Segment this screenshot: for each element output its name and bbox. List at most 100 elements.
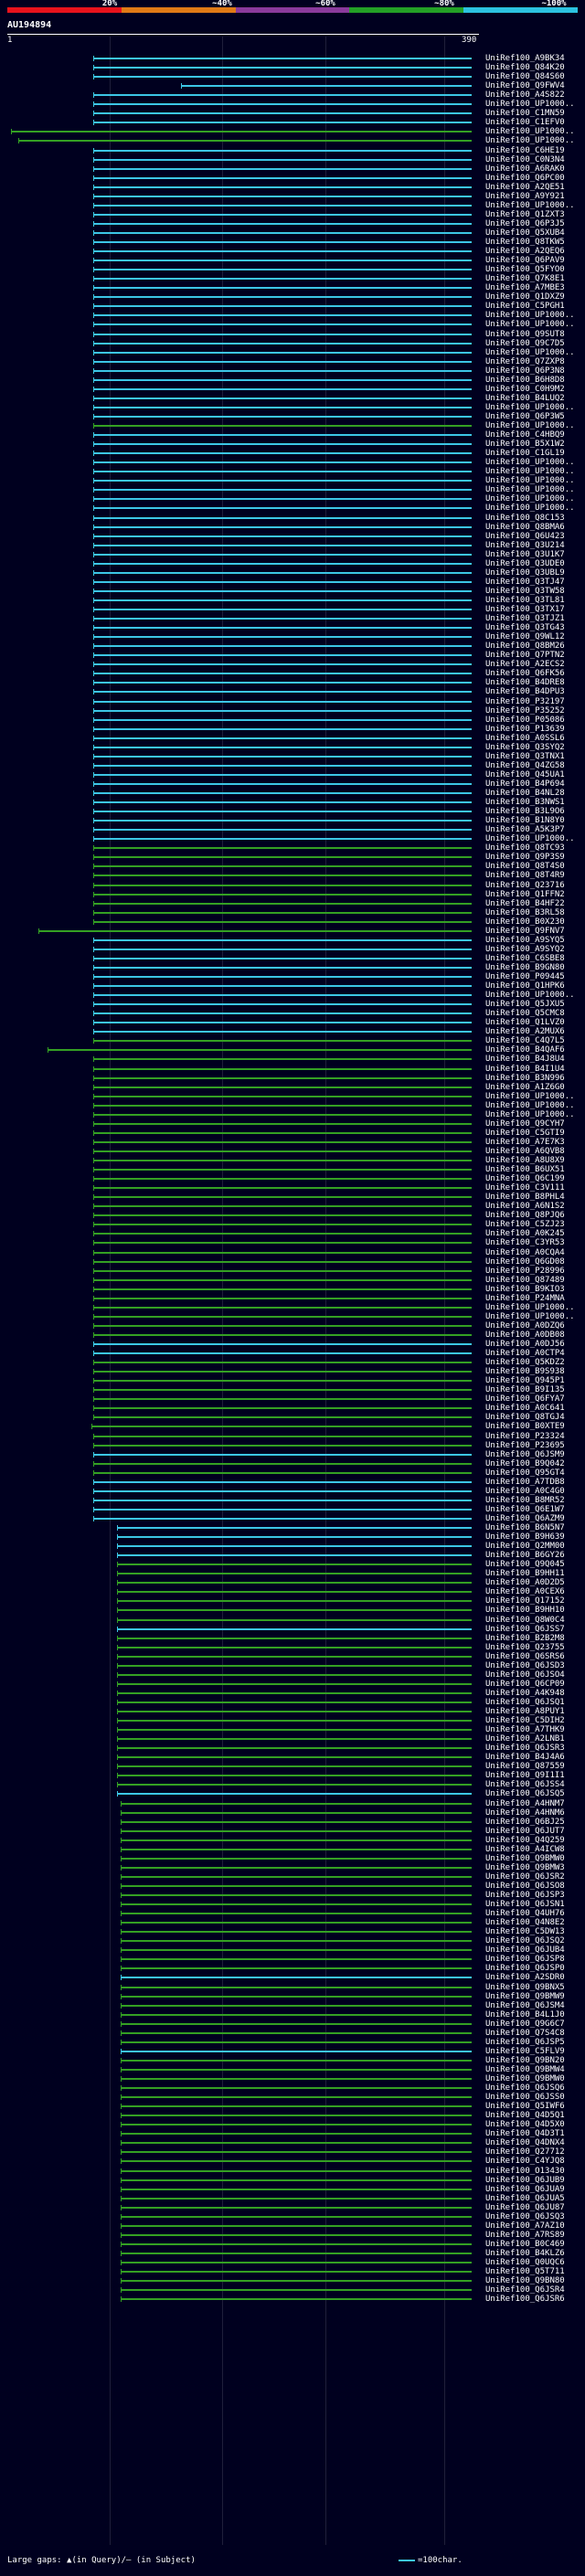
hit-label[interactable]: UniRef100_UP1000.. [485, 402, 575, 412]
hit-label[interactable]: UniRef100_B9H639 [485, 1532, 565, 1542]
hit-bar[interactable] [93, 948, 472, 950]
hit-bar[interactable] [121, 1894, 472, 1896]
hit-bar[interactable] [93, 838, 472, 841]
hit-label[interactable]: UniRef100_Q945P1 [485, 1376, 565, 1386]
hit-bar[interactable] [93, 1333, 472, 1336]
hit-label[interactable]: UniRef100_UP1000.. [485, 421, 575, 430]
hit-bar[interactable] [18, 140, 472, 143]
hit-bar[interactable] [121, 2142, 472, 2145]
hit-label[interactable]: UniRef100_Q4Q259 [485, 1835, 565, 1845]
hit-bar[interactable] [121, 1931, 472, 1934]
hit-label[interactable]: UniRef100_Q84S60 [485, 72, 565, 82]
hit-bar[interactable] [93, 911, 472, 914]
hit-bar[interactable] [93, 1003, 472, 1006]
hit-label[interactable]: UniRef100_Q4D5X0 [485, 2120, 565, 2130]
hit-bar[interactable] [93, 452, 472, 455]
hit-label[interactable]: UniRef100_Q7ZXP8 [485, 356, 565, 366]
hit-bar[interactable] [93, 1324, 472, 1327]
hit-bar[interactable] [93, 654, 472, 657]
hit-label[interactable]: UniRef100_B9GN80 [485, 962, 565, 972]
hit-bar[interactable] [93, 884, 472, 886]
hit-label[interactable]: UniRef100_Q7PTN2 [485, 651, 565, 661]
hit-bar[interactable] [93, 553, 472, 556]
hit-bar[interactable] [93, 811, 472, 813]
hit-bar[interactable] [93, 865, 472, 868]
hit-label[interactable]: UniRef100_C4Q7L5 [485, 1036, 565, 1046]
hit-bar[interactable] [93, 1242, 472, 1245]
hit-label[interactable]: UniRef100_C1MN59 [485, 109, 565, 119]
hit-bar[interactable] [93, 636, 472, 639]
hit-bar[interactable] [93, 112, 472, 115]
hit-label[interactable]: UniRef100_Q6JSR2 [485, 1871, 565, 1882]
hit-label[interactable]: UniRef100_O13430 [485, 2166, 565, 2176]
hit-label[interactable]: UniRef100_UP1000.. [485, 834, 575, 844]
hit-bar[interactable] [93, 58, 472, 59]
hit-bar[interactable] [93, 1480, 472, 1483]
hit-label[interactable]: UniRef100_Q6FYA7 [485, 1394, 565, 1405]
hit-bar[interactable] [181, 85, 472, 88]
hit-bar[interactable] [117, 1591, 472, 1594]
hit-label[interactable]: UniRef100_C6HE19 [485, 145, 565, 155]
hit-label[interactable]: UniRef100_A2MUX6 [485, 1027, 565, 1037]
hit-label[interactable]: UniRef100_B2B2M8 [485, 1633, 565, 1643]
hit-bar[interactable] [93, 535, 472, 537]
hit-label[interactable]: UniRef100_Q6JSQ1 [485, 1697, 565, 1707]
hit-bar[interactable] [93, 1131, 472, 1134]
hit-label[interactable]: UniRef100_Q6JUA9 [485, 2184, 565, 2194]
hit-bar[interactable] [117, 1646, 472, 1648]
hit-label[interactable]: UniRef100_Q3TL81 [485, 595, 565, 605]
hit-bar[interactable] [93, 1435, 472, 1437]
hit-label[interactable]: UniRef100_Q6P3J5 [485, 218, 565, 228]
hit-label[interactable]: UniRef100_Q23716 [485, 880, 565, 890]
hit-bar[interactable] [117, 1738, 472, 1741]
hit-label[interactable]: UniRef100_C5ZJ23 [485, 1220, 565, 1230]
hit-bar[interactable] [93, 67, 472, 69]
hit-bar[interactable] [121, 1949, 472, 1952]
hit-bar[interactable] [117, 1673, 472, 1676]
hit-bar[interactable] [93, 525, 472, 528]
hit-label[interactable]: UniRef100_A4HNM7 [485, 1798, 565, 1808]
hit-bar[interactable] [93, 737, 472, 739]
hit-label[interactable]: UniRef100_UP1000.. [485, 1109, 575, 1119]
hit-label[interactable]: UniRef100_C5FLV9 [485, 2046, 565, 2056]
hit-label[interactable]: UniRef100_Q17152 [485, 1596, 565, 1606]
hit-label[interactable]: UniRef100_B3L9O6 [485, 807, 565, 817]
hit-label[interactable]: UniRef100_B6GY26 [485, 1551, 565, 1561]
hit-bar[interactable] [93, 691, 472, 694]
hit-label[interactable]: UniRef100_A6RAK0 [485, 164, 565, 174]
hit-bar[interactable] [93, 580, 472, 583]
hit-bar[interactable] [121, 2050, 472, 2052]
hit-label[interactable]: UniRef100_Q1HPK6 [485, 981, 565, 991]
hit-bar[interactable] [48, 1049, 472, 1052]
hit-label[interactable]: UniRef100_Q6JSR3 [485, 1744, 565, 1754]
hit-bar[interactable] [121, 1940, 472, 1943]
hit-label[interactable]: UniRef100_B1N8Y0 [485, 816, 565, 826]
hit-bar[interactable] [121, 2087, 472, 2090]
hit-bar[interactable] [121, 2178, 472, 2181]
hit-bar[interactable] [121, 2233, 472, 2236]
hit-bar[interactable] [93, 609, 472, 610]
hit-label[interactable]: UniRef100_Q27712 [485, 2147, 565, 2157]
hit-label[interactable]: UniRef100_B3N996 [485, 1073, 565, 1083]
hit-bar[interactable] [93, 1178, 472, 1181]
hit-bar[interactable] [93, 618, 472, 620]
hit-label[interactable]: UniRef100_Q3U1K7 [485, 549, 565, 559]
hit-bar[interactable] [93, 755, 472, 758]
hit-bar[interactable] [93, 957, 472, 959]
hit-bar[interactable] [93, 792, 472, 794]
hit-label[interactable]: UniRef100_Q6JUT7 [485, 1826, 565, 1836]
hit-bar[interactable] [93, 1113, 472, 1116]
hit-bar[interactable] [93, 507, 472, 510]
hit-bar[interactable] [117, 1664, 472, 1667]
hit-bar[interactable] [93, 645, 472, 648]
hit-label[interactable]: UniRef100_Q6GD08 [485, 1256, 565, 1267]
hit-bar[interactable] [93, 149, 472, 152]
hit-label[interactable]: UniRef100_B4NL28 [485, 789, 565, 798]
hit-bar[interactable] [121, 1866, 472, 1869]
hit-bar[interactable] [93, 1169, 472, 1171]
hit-bar[interactable] [93, 158, 472, 161]
hit-label[interactable]: UniRef100_Q6JSS0 [485, 2093, 565, 2103]
hit-bar[interactable] [117, 1691, 472, 1694]
hit-bar[interactable] [93, 387, 472, 390]
hit-label[interactable]: UniRef100_UP1000.. [485, 320, 575, 330]
